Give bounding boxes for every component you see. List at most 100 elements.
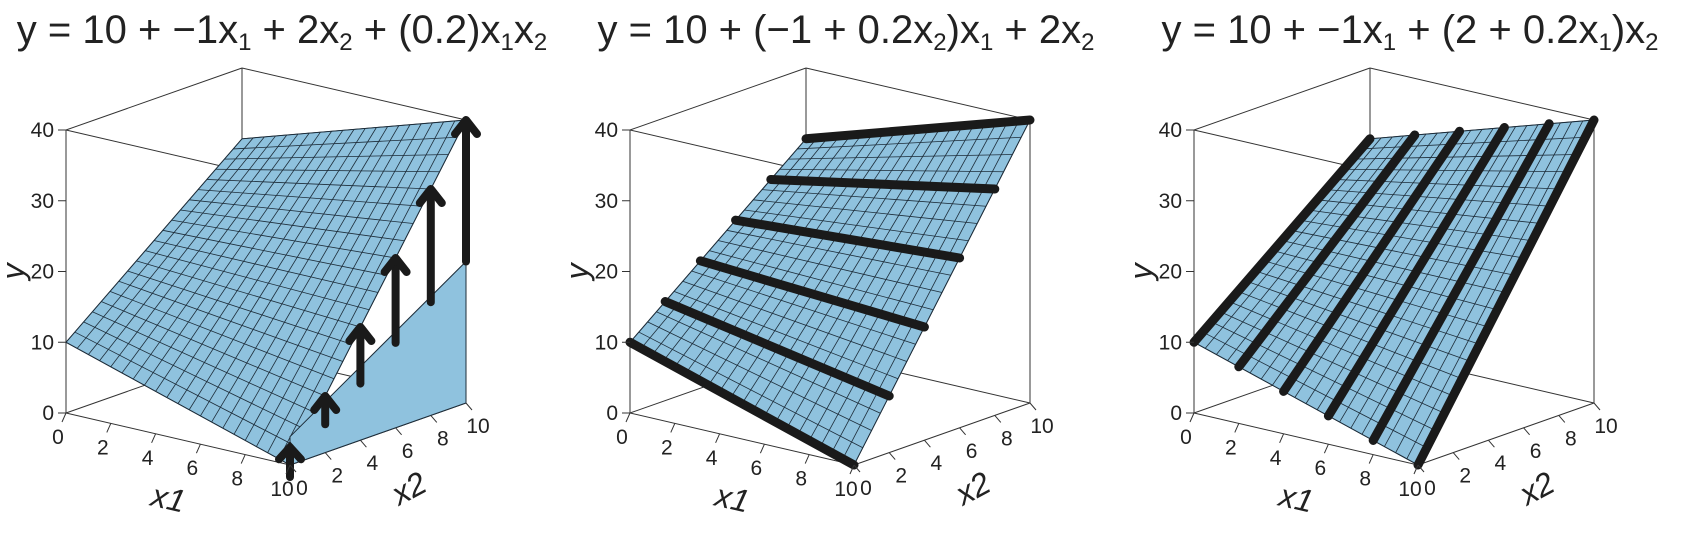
x2-tick-label: 4 — [1495, 452, 1507, 475]
surface-grid-line — [1384, 122, 1561, 447]
x2-tick-label: 8 — [1565, 427, 1577, 450]
x1-tick-label: 10 — [834, 478, 857, 501]
z-tick-label: 30 — [595, 190, 618, 213]
surface-grid-line — [820, 122, 997, 447]
surface-grid-line — [1361, 124, 1539, 435]
surface-grid-line — [808, 123, 986, 441]
surface-grid-line — [717, 240, 943, 293]
effect-arrow — [310, 392, 341, 429]
box-edge — [1417, 402, 1595, 466]
surface-grid-line — [171, 219, 396, 259]
surface-grid-line — [1361, 136, 1586, 150]
box-edge — [1193, 67, 1371, 131]
surface-grid-line — [1339, 126, 1516, 423]
surface-grid-line — [256, 122, 433, 447]
surface-grid-line — [786, 125, 964, 429]
surface-grid-line — [761, 189, 987, 207]
x2-axis: 02 468 10 x2 — [853, 402, 1054, 513]
x1-tick-label: 8 — [1359, 468, 1371, 491]
chart-title: y = 10 + −1x1 + (2 + 0.2x1)x2 — [1161, 8, 1659, 56]
z-tick-label: 40 — [31, 119, 54, 142]
surface-grid-line — [764, 127, 941, 417]
surface-grid-line — [1308, 209, 1533, 242]
surface-grid-line — [1343, 168, 1568, 173]
x1-tick-label: 2 — [1225, 436, 1237, 459]
z-tick-label: 0 — [42, 402, 54, 425]
x1-tick-mark — [1189, 412, 1195, 423]
x2-tick-label: 6 — [402, 440, 414, 463]
surface-grid-line — [222, 125, 400, 429]
x2-tick-mark — [924, 439, 931, 448]
chart-panel-x2-slope: y = 10 + −1x1 + (2 + 0.2x1)x2 010203040y… — [1128, 0, 1692, 556]
x1-tick-label: 2 — [97, 436, 109, 459]
surface-grid-line — [233, 136, 458, 150]
surface-grid-line — [153, 240, 379, 293]
x1-tick-label: 6 — [751, 457, 763, 480]
slope-line-x1 — [660, 297, 894, 401]
x1-tick-mark — [1413, 464, 1419, 475]
z-tick-label: 20 — [1159, 261, 1182, 284]
x1-tick-mark — [285, 464, 291, 475]
slope-line-x1 — [695, 256, 929, 332]
surface-grid-line — [1406, 120, 1584, 460]
z-tick-label: 40 — [1159, 119, 1182, 142]
z-tick-label: 0 — [1170, 402, 1182, 425]
surface-grid-line — [1281, 240, 1507, 293]
surface-grid-line — [779, 168, 1004, 173]
x2-tick-label: 0 — [1424, 477, 1436, 500]
surface-grid-line — [1325, 189, 1551, 207]
x1-tick-mark — [670, 423, 676, 433]
slope-line-x1 — [625, 337, 859, 470]
box-edge — [629, 412, 855, 466]
surface-plot: 010203040y0246810x10246810x2 — [0, 67, 490, 520]
x2-tick-mark — [1029, 402, 1037, 411]
x2-axis: 02 468 10 x2 — [1417, 402, 1618, 513]
surface-grid-line — [726, 229, 951, 276]
x2-tick-mark — [289, 464, 297, 473]
surface-grid-line — [1352, 154, 1577, 160]
slope-line-x2 — [1368, 119, 1554, 445]
x1-tick-mark — [1234, 423, 1240, 433]
x2-tick-label: 8 — [437, 427, 449, 450]
surface-grid-line — [831, 121, 1008, 453]
x2-tick-label: 0 — [860, 477, 872, 500]
surface-grid-line — [788, 154, 1013, 160]
x2-tick-label: 4 — [367, 452, 379, 475]
z-tick-label: 40 — [595, 119, 618, 142]
x1-tick-mark — [1279, 433, 1285, 444]
surface-grid-line — [1369, 119, 1595, 140]
x1-tick-mark — [151, 433, 157, 444]
surface-grid-line — [241, 119, 467, 140]
x1-axis-label: x1 — [1274, 476, 1317, 519]
surface-grid-line — [244, 123, 422, 441]
surface-plot: 010203040y0246810x10246810x2 — [564, 67, 1054, 520]
chart-panel-x1-slope: y = 10 + (−1 + 0.2x2)x1 + 2x2 010203040y… — [564, 0, 1128, 556]
x2-tick-mark — [465, 402, 473, 411]
surface-grid-line — [162, 229, 387, 276]
surface-grid-line — [797, 124, 975, 435]
surface-grid-line — [775, 126, 952, 423]
x2-tick-label: 8 — [1001, 427, 1013, 450]
surface-grid-line — [1350, 125, 1528, 429]
surface-plot: 010203040y0246810x10246810x2 — [1128, 67, 1618, 520]
x2-tick-mark — [360, 439, 367, 448]
x1-tick-label: 4 — [1270, 447, 1282, 470]
x2-tick-label: 2 — [331, 465, 343, 488]
overlay — [625, 115, 1035, 470]
z-tick-label: 20 — [31, 261, 54, 284]
x2-axis-label: x2 — [384, 464, 433, 513]
x2-tick-mark — [1558, 415, 1566, 423]
x1-tick-label: 10 — [270, 478, 293, 501]
x2-axis-label: x2 — [1512, 464, 1561, 513]
slope-line-x1 — [766, 174, 1000, 194]
slope-line-x2 — [1279, 126, 1465, 396]
surface-grid-line — [215, 168, 440, 173]
chart-panel-interaction: y = 10 + −1x1 + 2x2 + (0.2)x1x2 0 10 20 30 4… — [0, 0, 564, 556]
x1-tick-label: 0 — [1180, 426, 1192, 449]
surface-grid-line — [797, 136, 1022, 150]
surface-grid-line — [1299, 219, 1524, 259]
surface-grid-line — [267, 121, 444, 453]
x1-tick-mark — [195, 443, 201, 454]
regression-surface — [1193, 119, 1595, 466]
effect-arrow — [451, 116, 481, 266]
